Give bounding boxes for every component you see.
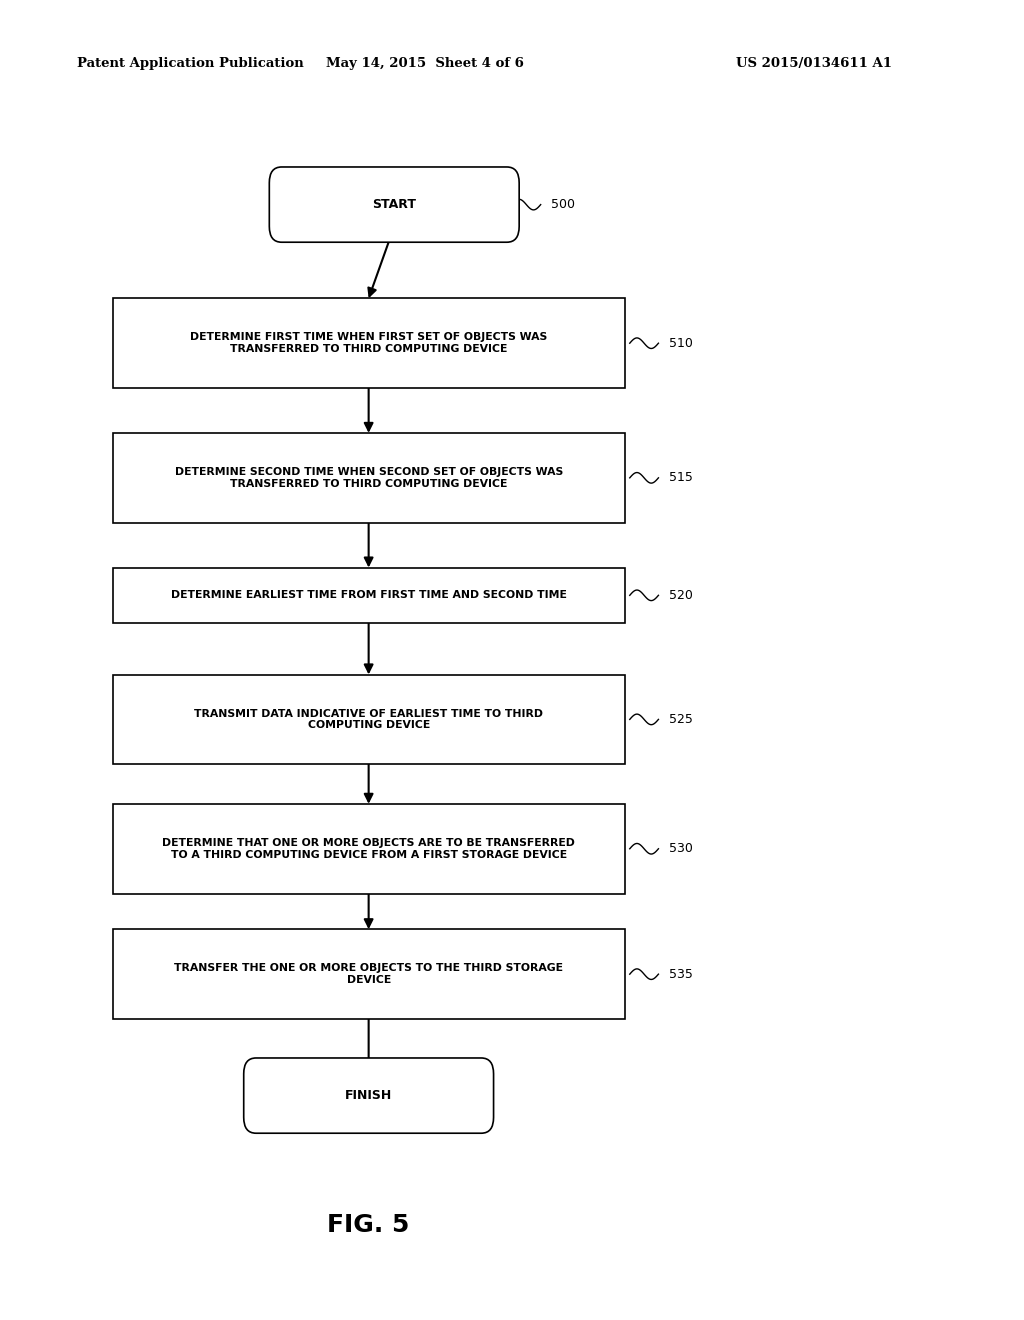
Text: TRANSFER THE ONE OR MORE OBJECTS TO THE THIRD STORAGE
DEVICE: TRANSFER THE ONE OR MORE OBJECTS TO THE … (174, 964, 563, 985)
Text: 515: 515 (669, 471, 692, 484)
Text: TRANSMIT DATA INDICATIVE OF EARLIEST TIME TO THIRD
COMPUTING DEVICE: TRANSMIT DATA INDICATIVE OF EARLIEST TIM… (195, 709, 543, 730)
Text: 520: 520 (669, 589, 692, 602)
FancyBboxPatch shape (269, 168, 519, 243)
Bar (113, 675, 625, 764)
Text: FINISH: FINISH (345, 1089, 392, 1102)
Text: May 14, 2015  Sheet 4 of 6: May 14, 2015 Sheet 4 of 6 (326, 57, 524, 70)
Bar (113, 298, 625, 388)
Text: DETERMINE EARLIEST TIME FROM FIRST TIME AND SECOND TIME: DETERMINE EARLIEST TIME FROM FIRST TIME … (171, 590, 566, 601)
Text: 525: 525 (669, 713, 692, 726)
Bar (113, 568, 625, 623)
Text: US 2015/0134611 A1: US 2015/0134611 A1 (736, 57, 892, 70)
Bar (113, 433, 625, 523)
Text: DETERMINE FIRST TIME WHEN FIRST SET OF OBJECTS WAS
TRANSFERRED TO THIRD COMPUTIN: DETERMINE FIRST TIME WHEN FIRST SET OF O… (190, 333, 547, 354)
Text: START: START (373, 198, 416, 211)
Text: Patent Application Publication: Patent Application Publication (77, 57, 303, 70)
Bar (113, 804, 625, 894)
Text: 530: 530 (669, 842, 692, 855)
Text: 500: 500 (551, 198, 574, 211)
Text: FIG. 5: FIG. 5 (328, 1213, 410, 1237)
Bar (113, 929, 625, 1019)
Text: DETERMINE SECOND TIME WHEN SECOND SET OF OBJECTS WAS
TRANSFERRED TO THIRD COMPUT: DETERMINE SECOND TIME WHEN SECOND SET OF… (174, 467, 563, 488)
Text: 535: 535 (669, 968, 692, 981)
Text: DETERMINE THAT ONE OR MORE OBJECTS ARE TO BE TRANSFERRED
TO A THIRD COMPUTING DE: DETERMINE THAT ONE OR MORE OBJECTS ARE T… (162, 838, 575, 859)
Text: 510: 510 (669, 337, 692, 350)
FancyBboxPatch shape (244, 1059, 494, 1133)
